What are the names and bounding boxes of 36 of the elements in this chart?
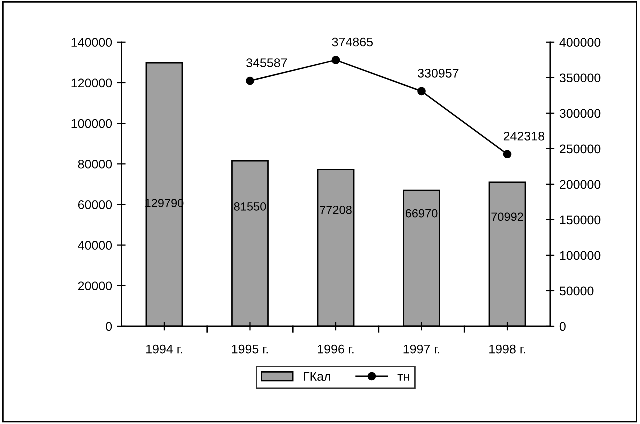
data-label: 345587 bbox=[246, 58, 288, 68]
y2-tick-label: 0 bbox=[560, 322, 566, 332]
y2-tick-label: 400000 bbox=[560, 38, 601, 48]
data-label: 70992 bbox=[492, 212, 524, 222]
y-tick-label: 60000 bbox=[78, 200, 112, 210]
legend-label: тн bbox=[398, 374, 410, 381]
y2-tick-label: 300000 bbox=[560, 109, 601, 118]
data-label: 77208 bbox=[320, 206, 352, 214]
data-label: 66970 bbox=[406, 209, 438, 218]
x-tick-label: 1995 г. bbox=[232, 344, 268, 354]
point bbox=[246, 76, 254, 86]
y-tick-label: 0 bbox=[106, 322, 112, 332]
y-tick-label: 20000 bbox=[78, 282, 112, 291]
legend-label: ГКал bbox=[304, 372, 330, 381]
y2-tick-label: 100000 bbox=[560, 251, 601, 260]
data-label: 81550 bbox=[234, 202, 266, 211]
y-tick-label: 100000 bbox=[72, 119, 112, 128]
data-label: 330957 bbox=[418, 69, 459, 78]
y-tick-label: 120000 bbox=[72, 78, 112, 88]
y2-tick-label: 350000 bbox=[560, 74, 601, 83]
y2-tick-label: 150000 bbox=[560, 216, 601, 225]
y2-tick-label: 250000 bbox=[560, 144, 601, 154]
x-tick-label: 1994 г. bbox=[146, 344, 182, 354]
point bbox=[503, 150, 512, 159]
x-tick-label: 1998 г. bbox=[490, 344, 526, 354]
y2-tick-label: 200000 bbox=[560, 180, 601, 190]
data-label: 374865 bbox=[332, 38, 373, 47]
y2-tick-label: 50000 bbox=[560, 286, 594, 296]
y-tick-label: 40000 bbox=[78, 241, 112, 250]
y-tick-label: 80000 bbox=[78, 160, 112, 169]
x-tick-label: 1996 г. bbox=[318, 344, 354, 354]
point bbox=[332, 56, 340, 64]
x-tick-label: 1997 г. bbox=[404, 344, 440, 354]
y-tick-label: 140000 bbox=[72, 38, 112, 48]
data-label: 242318 bbox=[504, 132, 544, 141]
point bbox=[418, 87, 426, 96]
